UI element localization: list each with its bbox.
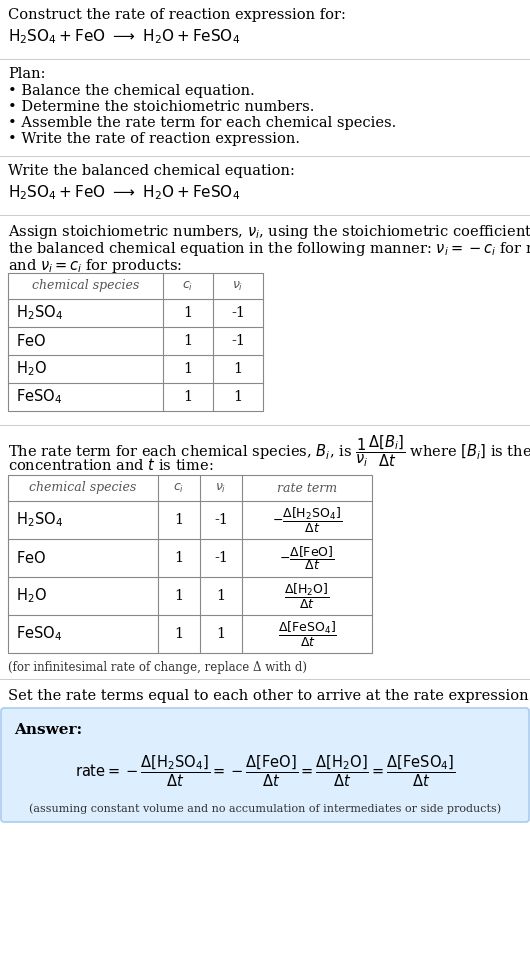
Text: • Assemble the rate term for each chemical species.: • Assemble the rate term for each chemic…	[8, 116, 396, 130]
Text: $-\dfrac{\Delta[\mathrm{H_2SO_4}]}{\Delta t}$: $-\dfrac{\Delta[\mathrm{H_2SO_4}]}{\Delt…	[272, 506, 342, 535]
Bar	[8, 273, 263, 411]
Text: Construct the rate of reaction expression for:: Construct the rate of reaction expressio…	[8, 8, 346, 22]
Text: $\mathrm{H_2O}$: $\mathrm{H_2O}$	[16, 587, 47, 605]
Text: Set the rate terms equal to each other to arrive at the rate expression:: Set the rate terms equal to each other t…	[8, 689, 530, 703]
Text: and $\nu_i = c_i$ for products:: and $\nu_i = c_i$ for products:	[8, 257, 182, 275]
Text: $\mathrm{H_2SO_4 + FeO\ \longrightarrow\ H_2O + FeSO_4}$: $\mathrm{H_2SO_4 + FeO\ \longrightarrow\…	[8, 27, 240, 46]
Text: 1: 1	[174, 589, 183, 603]
Text: $c_i$: $c_i$	[182, 279, 193, 293]
Text: $\mathrm{FeSO_4}$: $\mathrm{FeSO_4}$	[16, 387, 62, 406]
Text: -1: -1	[214, 513, 228, 527]
Text: $\mathrm{FeO}$: $\mathrm{FeO}$	[16, 333, 46, 349]
Text: $-\dfrac{\Delta[\mathrm{FeO}]}{\Delta t}$: $-\dfrac{\Delta[\mathrm{FeO}]}{\Delta t}…	[279, 544, 335, 572]
Text: $\dfrac{\Delta[\mathrm{H_2O}]}{\Delta t}$: $\dfrac{\Delta[\mathrm{H_2O}]}{\Delta t}…	[284, 582, 330, 611]
Text: $\mathrm{FeO}$: $\mathrm{FeO}$	[16, 550, 46, 566]
Text: $\dfrac{\Delta[\mathrm{FeSO_4}]}{\Delta t}$: $\dfrac{\Delta[\mathrm{FeSO_4}]}{\Delta …	[278, 620, 337, 648]
Text: (assuming constant volume and no accumulation of intermediates or side products): (assuming constant volume and no accumul…	[29, 803, 501, 814]
Text: Assign stoichiometric numbers, $\nu_i$, using the stoichiometric coefficients, $: Assign stoichiometric numbers, $\nu_i$, …	[8, 223, 530, 241]
Text: $\nu_i$: $\nu_i$	[215, 481, 227, 495]
Text: $\nu_i$: $\nu_i$	[232, 279, 244, 293]
Text: 1: 1	[183, 390, 192, 404]
Text: 1: 1	[183, 362, 192, 376]
Text: -1: -1	[231, 306, 245, 320]
Text: 1: 1	[216, 589, 226, 603]
Text: 1: 1	[183, 306, 192, 320]
Text: 1: 1	[233, 362, 243, 376]
Text: $c_i$: $c_i$	[173, 481, 184, 495]
Text: 1: 1	[174, 551, 183, 565]
Text: • Balance the chemical equation.: • Balance the chemical equation.	[8, 84, 255, 98]
Text: 1: 1	[233, 390, 243, 404]
Text: $\mathrm{H_2O}$: $\mathrm{H_2O}$	[16, 359, 47, 379]
Text: $\mathrm{H_2SO_4}$: $\mathrm{H_2SO_4}$	[16, 304, 63, 322]
Text: concentration and $t$ is time:: concentration and $t$ is time:	[8, 457, 214, 473]
Text: chemical species: chemical species	[32, 279, 139, 293]
Bar	[8, 475, 372, 653]
Text: Write the balanced chemical equation:: Write the balanced chemical equation:	[8, 164, 295, 178]
Text: the balanced chemical equation in the following manner: $\nu_i = -c_i$ for react: the balanced chemical equation in the fo…	[8, 240, 530, 258]
Text: • Determine the stoichiometric numbers.: • Determine the stoichiometric numbers.	[8, 100, 314, 114]
Text: chemical species: chemical species	[29, 481, 137, 495]
Text: -1: -1	[231, 334, 245, 348]
Text: -1: -1	[214, 551, 228, 565]
Text: $\mathrm{H_2SO_4 + FeO\ \longrightarrow\ H_2O + FeSO_4}$: $\mathrm{H_2SO_4 + FeO\ \longrightarrow\…	[8, 183, 240, 202]
Text: Plan:: Plan:	[8, 67, 46, 81]
Text: $\mathrm{FeSO_4}$: $\mathrm{FeSO_4}$	[16, 625, 62, 643]
Text: 1: 1	[183, 334, 192, 348]
Text: 1: 1	[174, 627, 183, 641]
FancyBboxPatch shape	[1, 708, 529, 822]
Text: 1: 1	[174, 513, 183, 527]
Text: Answer:: Answer:	[14, 723, 82, 737]
Text: • Write the rate of reaction expression.: • Write the rate of reaction expression.	[8, 132, 300, 146]
Text: 1: 1	[216, 627, 226, 641]
Text: rate term: rate term	[277, 481, 337, 495]
Text: $\mathrm{rate} = -\dfrac{\Delta[\mathrm{H_2SO_4}]}{\Delta t} = -\dfrac{\Delta[\m: $\mathrm{rate} = -\dfrac{\Delta[\mathrm{…	[75, 753, 455, 789]
Text: $\mathrm{H_2SO_4}$: $\mathrm{H_2SO_4}$	[16, 510, 63, 529]
Text: (for infinitesimal rate of change, replace Δ with d): (for infinitesimal rate of change, repla…	[8, 661, 307, 674]
Text: The rate term for each chemical species, $B_i$, is $\dfrac{1}{\nu_i}\dfrac{\Delt: The rate term for each chemical species,…	[8, 433, 530, 468]
